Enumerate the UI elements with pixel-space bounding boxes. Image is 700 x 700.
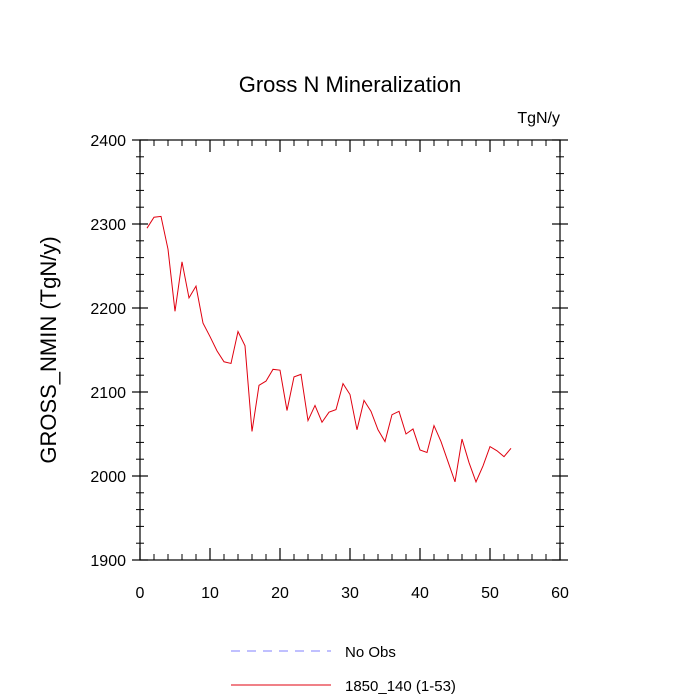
x-tick-label: 60 [551,585,569,602]
axis-ticks [132,139,568,561]
y-tick-label: 1900 [90,553,126,570]
chart-title: Gross N Mineralization [239,72,462,97]
axis-tick-labels: 0 10 20 30 40 50 60 1900 2000 2100 2200 2300 2400 [90,133,569,602]
x-tick-label: 0 [136,585,145,602]
legend-label-1850-140: 1850_140 (1-53) [345,678,456,695]
series-line [146,215,512,484]
x-tick-label: 20 [271,585,289,602]
y-tick-label: 2100 [90,385,126,402]
legend: No Obs 1850_140 (1-53) [231,644,456,695]
x-tick-label: 30 [341,585,359,602]
legend-label-no-obs: No Obs [345,644,396,661]
plot-lines [146,215,512,484]
y-tick-label: 2300 [90,217,126,234]
plot-frame [139,139,561,561]
x-tick-label: 10 [201,585,219,602]
y-tick-label: 2200 [90,301,126,318]
x-tick-label: 50 [481,585,499,602]
x-tick-label: 40 [411,585,429,602]
units-label: TgN/y [517,110,560,127]
y-tick-label: 2000 [90,469,126,486]
y-tick-label: 2400 [90,133,126,150]
y-axis-label: GROSS_NMIN (TgN/y) [36,236,61,463]
